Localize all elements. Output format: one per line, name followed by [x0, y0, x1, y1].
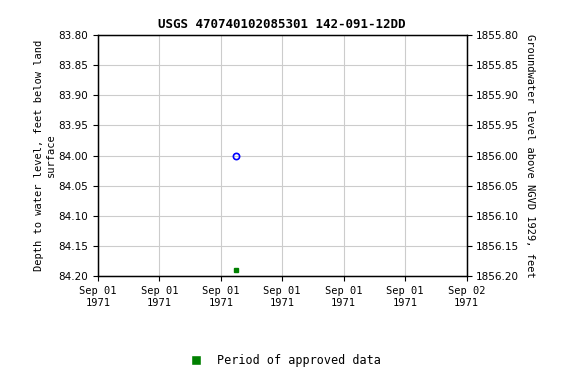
Y-axis label: Groundwater level above NGVD 1929, feet: Groundwater level above NGVD 1929, feet: [525, 34, 535, 277]
Title: USGS 470740102085301 142-091-12DD: USGS 470740102085301 142-091-12DD: [158, 18, 406, 31]
Y-axis label: Depth to water level, feet below land
surface: Depth to water level, feet below land su…: [34, 40, 55, 271]
Legend: Period of approved data: Period of approved data: [179, 350, 385, 372]
